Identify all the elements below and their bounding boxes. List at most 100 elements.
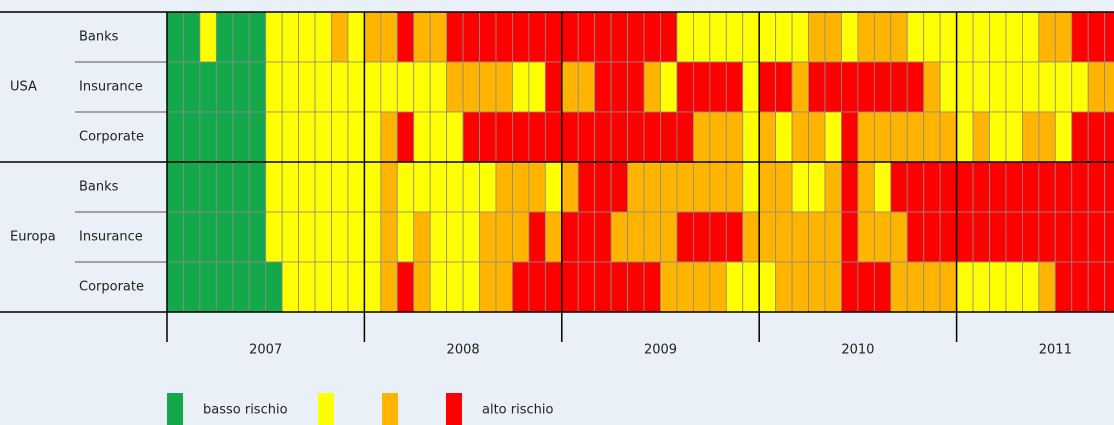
heat-cell	[528, 11, 546, 63]
heat-cell	[709, 11, 727, 63]
heat-cell	[183, 161, 201, 213]
heat-cell	[1104, 61, 1114, 113]
heat-cell	[380, 61, 398, 113]
heat-cell	[199, 11, 217, 63]
heat-cell	[462, 11, 480, 63]
heat-cell	[594, 211, 612, 263]
heat-cell	[890, 11, 908, 63]
legend-swatch	[446, 393, 462, 425]
heat-cell	[725, 211, 744, 263]
heat-cell	[577, 161, 596, 213]
heat-cell	[709, 261, 727, 313]
heat-cell	[808, 161, 826, 213]
heat-cell	[166, 11, 184, 63]
heat-cell	[347, 211, 365, 263]
heat-cell	[166, 261, 184, 313]
heat-cell	[1071, 211, 1089, 263]
year-label: 2010	[841, 343, 874, 358]
heat-cell	[693, 261, 711, 313]
year-label: 2011	[1039, 343, 1072, 358]
heat-cell	[512, 61, 530, 113]
heat-cell	[956, 211, 974, 263]
heat-cell	[1087, 211, 1106, 263]
heat-cell	[972, 261, 990, 313]
heat-cell	[660, 211, 678, 263]
heat-cell	[1071, 11, 1089, 63]
heat-cell	[906, 211, 925, 263]
heat-cell	[890, 111, 908, 163]
heat-cell	[446, 61, 464, 113]
heat-cell	[199, 111, 217, 163]
heat-cell	[561, 211, 579, 263]
heat-cell	[808, 11, 826, 63]
heat-cell	[183, 11, 201, 63]
heat-cell	[709, 61, 727, 113]
heat-cell	[643, 61, 661, 113]
heat-cell	[660, 161, 678, 213]
row-label: Insurance	[79, 230, 143, 245]
heat-cell	[577, 61, 596, 113]
heat-cell	[495, 111, 513, 163]
heat-cell	[1071, 161, 1089, 213]
heat-cell	[331, 111, 349, 163]
heat-cell	[314, 211, 332, 263]
heat-cell	[775, 11, 793, 63]
heat-cell	[298, 211, 316, 263]
heat-cell	[512, 211, 530, 263]
heat-cell	[232, 211, 250, 263]
heat-cell	[199, 261, 217, 313]
heat-cell	[462, 261, 480, 313]
heat-cell	[923, 11, 941, 63]
heat-cell	[479, 111, 497, 163]
heat-cell	[857, 161, 875, 213]
heat-cell	[725, 111, 744, 163]
heat-cell	[643, 11, 661, 63]
heat-cell	[479, 61, 497, 113]
heat-cell	[298, 111, 316, 163]
heat-cell	[363, 211, 382, 263]
heat-cell	[643, 111, 661, 163]
heat-cell	[1104, 261, 1114, 313]
heat-cell	[709, 111, 727, 163]
heat-cell	[758, 161, 777, 213]
heat-cell	[939, 261, 958, 313]
heat-cell	[857, 211, 875, 263]
heat-cell	[298, 261, 316, 313]
heat-cell	[166, 161, 184, 213]
heat-cell	[857, 261, 875, 313]
heat-cell	[347, 111, 365, 163]
heat-cell	[758, 111, 777, 163]
heat-cell	[495, 211, 513, 263]
heat-cell	[873, 161, 892, 213]
heat-cell	[248, 111, 267, 163]
heat-cell	[791, 11, 809, 63]
heat-cell	[528, 211, 546, 263]
heat-cell	[331, 261, 349, 313]
heat-cell	[972, 11, 990, 63]
heat-cell	[841, 111, 859, 163]
heat-cell	[183, 61, 201, 113]
heat-cell	[429, 161, 448, 213]
heat-cell	[265, 261, 283, 313]
heat-cell	[742, 61, 760, 113]
heat-cell	[215, 111, 234, 163]
heat-cell	[709, 211, 727, 263]
heat-cell	[824, 161, 842, 213]
heat-cell	[462, 61, 480, 113]
heat-cell	[281, 161, 299, 213]
heat-cell	[627, 11, 645, 63]
heat-cell	[479, 11, 497, 63]
heat-cell	[594, 61, 612, 113]
heat-cell	[1022, 111, 1040, 163]
heat-cell	[446, 111, 464, 163]
heat-cell	[643, 161, 661, 213]
heat-cell	[1038, 211, 1056, 263]
heat-cell	[775, 161, 793, 213]
heat-cell	[413, 261, 431, 313]
heat-cell	[1005, 211, 1023, 263]
heat-cell	[248, 11, 267, 63]
heat-cell	[1087, 111, 1106, 163]
heat-cell	[989, 161, 1007, 213]
heat-cell	[1005, 11, 1023, 63]
heat-cell	[298, 161, 316, 213]
